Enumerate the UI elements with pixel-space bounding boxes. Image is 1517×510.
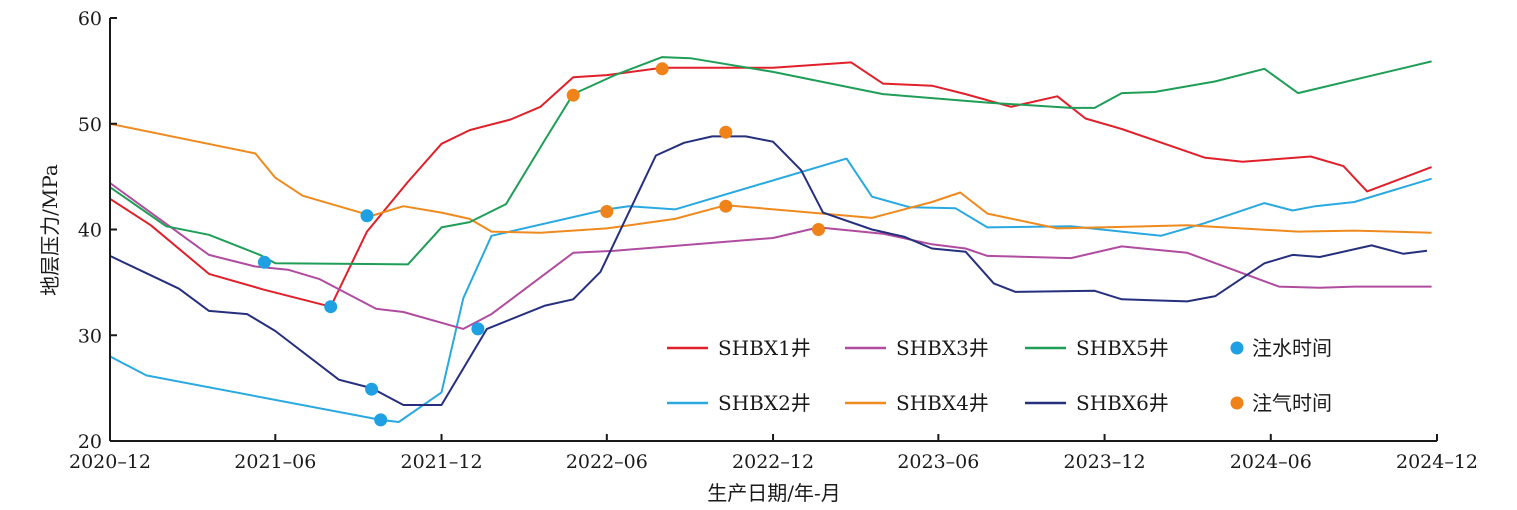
legend: SHBX1井 SHBX3井 SHBX5井 注水时间 SHBX2井 SHBX4井 SHBX6井… [667,336,1332,415]
water-injection-point [374,413,388,427]
legend-label: SHBX5井 [1076,336,1169,360]
gas-injection-point [719,199,733,213]
legend-label: SHBX3井 [896,336,989,360]
legend-label: 注气时间 [1252,391,1332,415]
plot-markers [257,62,825,427]
legend-label: 注水时间 [1252,336,1332,360]
gas-injection-point [719,125,733,139]
x-tick-label: 2021–12 [401,451,483,473]
x-tick-label: 2022–06 [566,451,648,473]
y-tick-label: 40 [78,220,102,242]
water-injection-point [471,322,485,336]
water-injection-point [257,255,271,269]
gas-injection-point [600,205,614,218]
series-line-shbx6 [109,135,1428,406]
legend-label: SHBX6井 [1076,391,1169,415]
series-line-shbx1 [109,61,1432,308]
series-line-shbx5 [109,56,1432,266]
x-tick-label: 2024–12 [1396,451,1478,473]
x-tick-label: 2021–06 [234,451,316,473]
legend-label: SHBX4井 [896,391,989,415]
x-tick-label: 2024–06 [1230,451,1312,473]
y-tick-label: 50 [78,114,102,136]
x-tick-label: 2023–12 [1064,451,1146,473]
y-tick-label: 30 [78,325,102,347]
legend-label: SHBX2井 [718,391,811,415]
x-axis-title: 生产日期/年-月 [707,481,841,505]
gas-injection-point [655,62,669,76]
water-injection-point [360,209,374,223]
plot-lines [109,56,1432,423]
legend-label: SHBX1井 [718,336,811,360]
water-injection-point [324,300,338,314]
water-injection-point [365,382,379,396]
x-tick-label: 2023–06 [897,451,979,473]
legend-dot-gas-injection [1230,396,1244,410]
series-line-shbx2 [109,157,1432,423]
y-tick-label: 20 [78,431,102,453]
series-line-shbx3 [109,182,1432,330]
y-tick-label: 60 [78,8,102,30]
x-tick-label: 2022–12 [732,451,814,473]
series-line-shbx4 [109,122,1432,234]
gas-injection-point [566,88,580,102]
axes: 20 30 40 50 60 2020–12 2021–06 2021–12 2022–06 20… [69,8,1478,473]
x-tick-label: 2020–12 [69,451,151,473]
legend-dot-water-injection [1230,341,1244,355]
y-axis-title: 地层压力/MPa [38,164,62,296]
gas-injection-point [812,223,825,236]
